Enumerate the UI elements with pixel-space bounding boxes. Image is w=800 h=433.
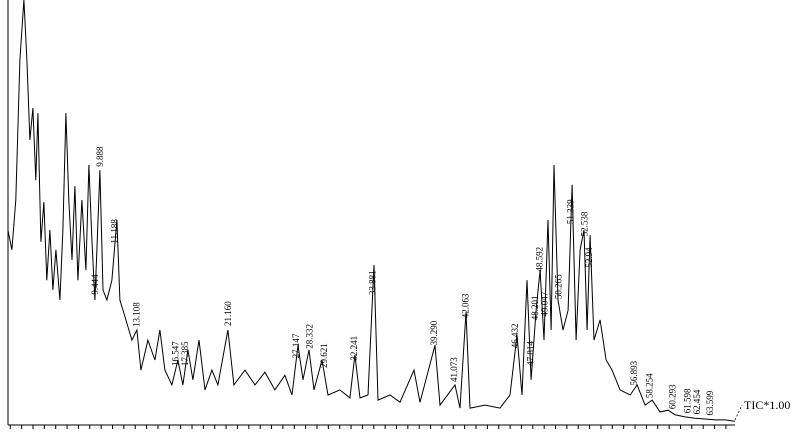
peak-label: 9.444 — [90, 274, 100, 295]
peak-label: 61.598 — [682, 388, 692, 413]
peak-label: 27.147 — [291, 333, 301, 358]
peak-label: 52.538 — [579, 211, 589, 236]
peak-label: 16.547 — [171, 341, 181, 366]
trace-label: TIC*1.00 — [744, 398, 790, 412]
peak-label: 11.188 — [110, 219, 120, 244]
peak-label: 39.290 — [429, 320, 439, 345]
peak-label: 58.254 — [644, 373, 654, 398]
peak-label: 17.385 — [180, 341, 190, 366]
peak-label: 50.265 — [554, 274, 564, 299]
peak-label: 41.073 — [449, 357, 459, 382]
tic-trace — [7, 0, 736, 422]
peak-label: 47.814 — [526, 341, 536, 366]
peak-label: 49.047 — [540, 291, 550, 316]
peak-label: 56.893 — [629, 360, 639, 385]
peak-label: 51.339 — [566, 199, 576, 224]
peak-label: 28.332 — [304, 324, 314, 349]
peak-label: 29.621 — [319, 343, 329, 368]
peak-label: 21.160 — [223, 301, 233, 326]
peak-label: 32.241 — [349, 336, 359, 361]
peak-label: 33.881 — [367, 270, 377, 295]
peak-label: 62.454 — [692, 389, 702, 414]
peak-label: 48.592 — [535, 247, 545, 272]
peak-label: 9.888 — [95, 146, 105, 167]
peak-label: 42.063 — [460, 293, 470, 318]
trace-leader — [734, 404, 743, 421]
peak-label: 48.201 — [530, 296, 540, 321]
peak-label: 60.293 — [667, 384, 677, 409]
peak-label: 46.432 — [510, 324, 520, 349]
peak-label: 63.599 — [705, 390, 715, 415]
peak-label: 13.108 — [131, 302, 141, 327]
peak-label: 52.94 — [584, 247, 594, 268]
